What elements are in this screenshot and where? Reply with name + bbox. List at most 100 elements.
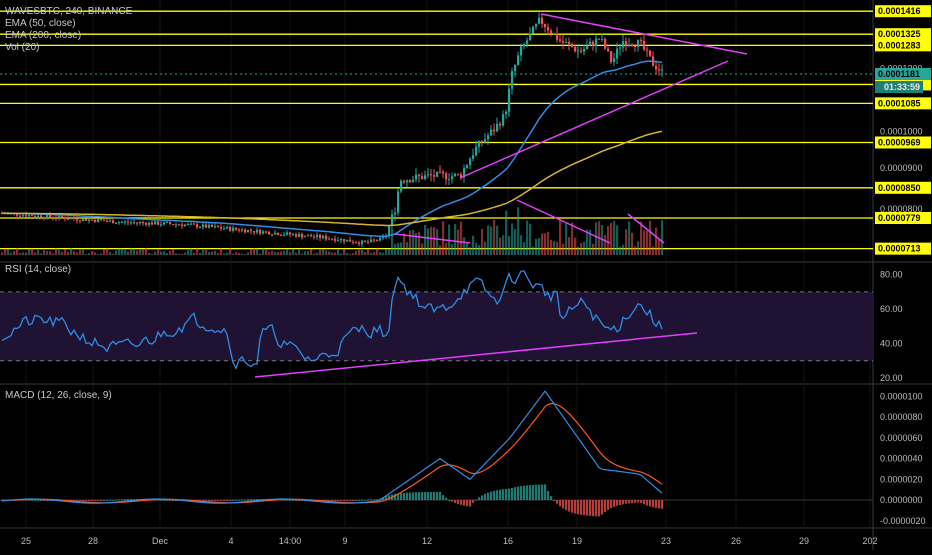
macd-histogram-bar — [649, 500, 652, 507]
price-level-tag-label: 0.0001416 — [878, 6, 921, 16]
macd-histogram-bar — [454, 500, 457, 503]
candle-body — [118, 222, 121, 224]
volume-bar — [22, 252, 25, 255]
candle-body — [529, 33, 532, 41]
price-level-tag — [875, 211, 931, 224]
candle-body — [16, 213, 19, 216]
candle-body — [577, 50, 580, 52]
volume-bar — [244, 253, 247, 255]
candle-body — [28, 215, 31, 217]
macd-histogram-bar — [31, 499, 34, 501]
macd-histogram-bar — [229, 500, 232, 502]
volume-bar — [130, 248, 133, 255]
macd-histogram-bar — [34, 499, 37, 501]
macd-histogram-bar — [550, 496, 553, 501]
macd-histogram-bar — [478, 497, 481, 501]
macd-histogram-bar — [364, 499, 367, 501]
volume-bar — [472, 235, 475, 255]
candle-body — [304, 236, 307, 238]
macd-histogram-bar — [43, 500, 46, 502]
volume-bar — [31, 248, 34, 255]
volume-bar — [496, 225, 499, 255]
rsi-legend[interactable]: RSI (14, close) — [5, 264, 71, 275]
macd-panel: 0.0000100 0.0000080 0.0000060 0.0000040 0.00… — [0, 390, 926, 526]
macd-histogram-bar — [49, 500, 52, 502]
macd-histogram-bar — [394, 493, 397, 501]
candle-body — [493, 129, 496, 132]
candle-body — [424, 175, 427, 180]
macd-histogram-bar — [337, 500, 340, 502]
volume-bar — [388, 249, 391, 255]
candle-body — [508, 88, 511, 112]
candle-body — [481, 140, 484, 143]
candle-body — [286, 232, 289, 235]
candle-body — [580, 50, 583, 52]
macd-histogram-bar — [172, 500, 175, 502]
volume-bar — [361, 250, 364, 255]
volume-bar — [262, 248, 265, 255]
ema200-legend[interactable]: EMA (200, close) — [5, 30, 81, 41]
macd-axis-tick: 0.0000000 — [880, 495, 923, 505]
macd-histogram-bar — [250, 499, 253, 501]
volume-bar — [580, 242, 583, 255]
macd-histogram-bar — [487, 492, 490, 501]
candle-body — [160, 224, 163, 226]
candle-body — [535, 23, 538, 27]
macd-histogram-bar — [349, 500, 352, 502]
volume-bar — [271, 250, 274, 255]
macd-histogram-bar — [406, 492, 409, 501]
volume-bar — [334, 252, 337, 255]
candle-body — [271, 234, 274, 236]
volume-bar — [418, 232, 421, 255]
macd-histogram-bar — [109, 499, 112, 501]
volume-bar — [274, 251, 277, 255]
volume-legend[interactable]: Vol (20) — [5, 42, 39, 53]
candle-body — [409, 180, 412, 183]
candle-body — [256, 229, 259, 233]
candle-body — [211, 224, 214, 227]
volume-bar — [304, 251, 307, 255]
candle-body — [253, 231, 256, 233]
candle-body — [19, 215, 22, 217]
time-axis-label: 12 — [422, 536, 432, 546]
candle-body — [619, 47, 622, 49]
macd-histogram-bar — [256, 499, 259, 501]
candle-body — [355, 242, 358, 244]
volume-bar — [4, 248, 7, 255]
macd-histogram-bar — [400, 493, 403, 501]
volume-bar — [526, 220, 529, 255]
macd-histogram-bar — [208, 500, 211, 502]
macd-histogram-bar — [601, 500, 604, 515]
price-level-tag — [875, 136, 931, 149]
macd-axis-tick: 0.0000100 — [880, 391, 923, 401]
volume-bar — [238, 252, 241, 255]
macd-histogram-bar — [427, 491, 430, 501]
candle-body — [322, 235, 325, 239]
volume-bar — [241, 253, 244, 255]
volume-bar — [268, 252, 271, 255]
volume-bar — [91, 251, 94, 255]
macd-histogram-bar — [37, 499, 40, 501]
candle-body — [79, 220, 82, 222]
macd-histogram-bar — [298, 500, 301, 502]
candle-body — [277, 232, 280, 235]
candle-body — [391, 214, 394, 226]
candle-body — [544, 23, 547, 28]
candle-body — [517, 55, 520, 66]
volume-bar — [541, 233, 544, 255]
macd-histogram-bar — [301, 500, 304, 502]
macd-histogram-bar — [655, 500, 658, 508]
ema50-legend[interactable]: EMA (50, close) — [5, 18, 76, 29]
macd-histogram-bar — [532, 484, 535, 501]
candle-body — [559, 39, 562, 41]
volume-bar — [475, 242, 478, 255]
candle-body — [649, 50, 652, 57]
volume-bar — [610, 222, 613, 255]
candle-body — [646, 49, 649, 51]
macd-histogram-bar — [571, 500, 574, 513]
volume-bar — [265, 249, 268, 255]
candle-body — [55, 218, 58, 220]
macd-legend[interactable]: MACD (12, 26, close, 9) — [5, 390, 112, 401]
